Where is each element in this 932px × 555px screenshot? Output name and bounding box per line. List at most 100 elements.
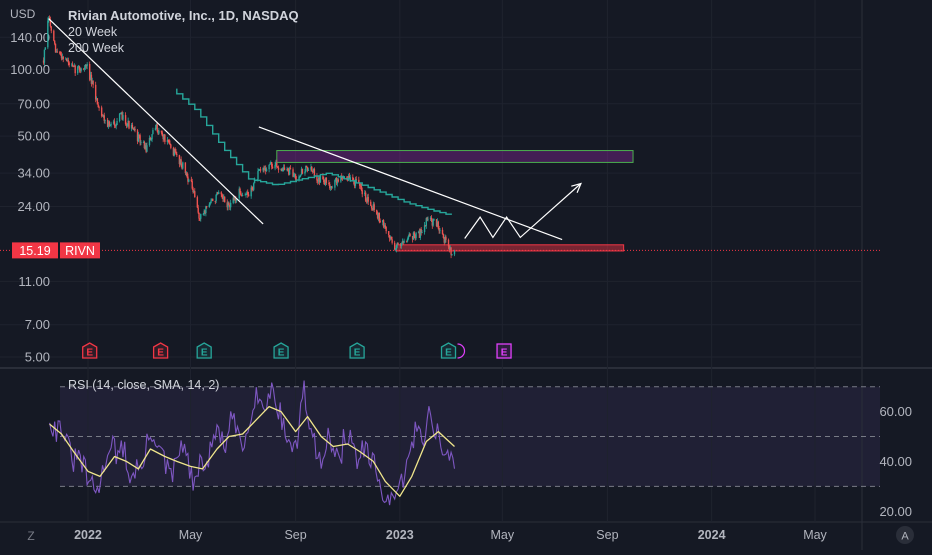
rsi-tick-label: 20.00 — [879, 504, 912, 519]
candle-body — [245, 193, 247, 195]
candle-body — [322, 176, 324, 180]
candle-body — [354, 179, 357, 186]
candle-body — [391, 239, 393, 243]
candle-body — [199, 218, 201, 220]
candle-body — [287, 168, 289, 170]
candle-body — [196, 197, 199, 208]
candle-body — [352, 177, 354, 181]
candle-body — [298, 176, 300, 180]
candle-body — [140, 142, 142, 144]
candle-body — [364, 192, 367, 201]
candle-body — [361, 190, 363, 195]
candle-body — [247, 194, 250, 197]
rsi-tick-label: 60.00 — [879, 404, 912, 419]
ma-20-week-line — [176, 88, 452, 215]
candle-body — [232, 197, 234, 203]
candle-body — [450, 247, 452, 255]
candle-body — [414, 234, 416, 239]
candle-body — [271, 166, 274, 169]
candle-body — [62, 56, 64, 59]
candle-body — [409, 233, 411, 237]
candle-body — [116, 121, 118, 126]
candle-body — [214, 201, 216, 202]
candle-body — [156, 124, 158, 132]
candle-body — [89, 63, 91, 80]
candle-body — [259, 169, 261, 171]
svg-text:E: E — [445, 348, 452, 359]
earnings-marker: E — [496, 343, 512, 359]
earnings-marker: E — [82, 342, 98, 359]
candle-body — [324, 177, 327, 185]
timezone-button[interactable]: Z — [27, 529, 34, 543]
candle-body — [203, 210, 205, 214]
currency-label: USD — [10, 7, 36, 21]
candle-body — [138, 134, 140, 136]
y-tick-label: 70.00 — [17, 96, 50, 111]
candle-body — [364, 192, 366, 195]
candle-body — [367, 197, 369, 202]
candle-body — [252, 189, 254, 191]
candle-body — [205, 206, 207, 214]
candle-body — [95, 98, 98, 100]
candle-body — [158, 130, 160, 134]
candle-body — [55, 51, 58, 53]
candle-body — [155, 124, 158, 128]
candle-body — [194, 191, 196, 198]
candle-body — [54, 43, 57, 53]
candle-body — [379, 220, 381, 223]
projection-path — [464, 183, 582, 239]
candle-body — [197, 207, 199, 213]
candle-body — [179, 159, 181, 165]
candle-body — [270, 161, 272, 165]
candle-body — [359, 185, 362, 187]
candle-body — [270, 161, 273, 167]
candle-body — [292, 169, 294, 177]
candle-body — [365, 200, 368, 202]
candle-body — [241, 195, 244, 196]
candle-body — [229, 205, 231, 208]
candle-body — [305, 165, 308, 168]
candle-body — [405, 240, 408, 242]
candle-body — [431, 220, 433, 226]
candle-body — [209, 203, 211, 205]
candle-body — [438, 228, 440, 231]
candle-body — [337, 179, 340, 182]
candle-body — [377, 212, 380, 219]
candle-body — [259, 169, 262, 171]
candle-body — [120, 112, 123, 114]
y-tick-label: 34.00 — [17, 166, 50, 181]
candle-body — [137, 134, 140, 142]
candle-body — [264, 168, 267, 172]
candle-body — [299, 176, 301, 177]
candle-body — [325, 177, 328, 183]
candle-body — [167, 139, 169, 141]
candle-body — [408, 233, 410, 237]
candle-body — [80, 68, 82, 71]
candle-body — [173, 148, 175, 156]
candle-body — [370, 201, 372, 206]
candle-body — [323, 182, 326, 185]
candle-body — [162, 135, 164, 140]
candle-body — [288, 169, 290, 175]
candle-body — [136, 130, 139, 142]
candle-body — [329, 184, 331, 189]
candle-body — [50, 26, 52, 31]
auto-scale-button[interactable]: A — [896, 526, 914, 544]
candle-body — [358, 179, 360, 184]
earnings-marker: E — [273, 342, 289, 359]
candle-body — [426, 218, 428, 220]
last-price-tag — [12, 242, 58, 259]
candle-body — [376, 210, 378, 215]
y-tick-label: 100.00 — [10, 62, 50, 77]
candles — [42, 15, 456, 259]
candle-body — [306, 167, 309, 171]
candle-body — [265, 169, 268, 172]
candle-body — [370, 205, 373, 209]
candle-body — [211, 198, 213, 201]
candle-body — [92, 80, 94, 85]
candle-body — [77, 66, 79, 74]
candle-body — [311, 167, 313, 172]
